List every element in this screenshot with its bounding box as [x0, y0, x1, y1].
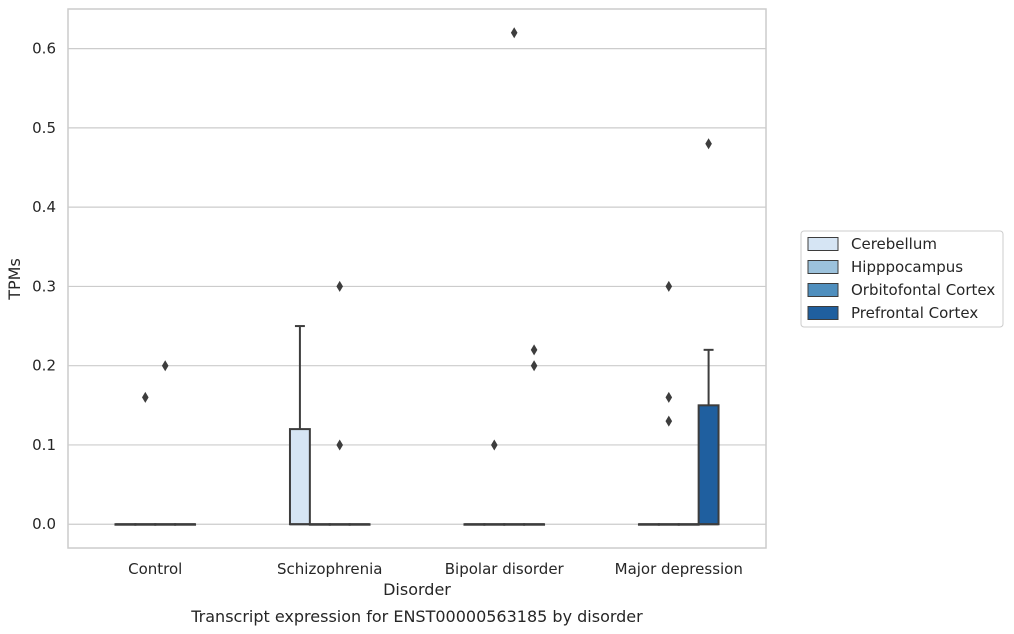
box-plot	[637, 523, 660, 526]
box-plot	[677, 523, 700, 526]
outlier-point	[530, 360, 538, 372]
y-tick-label: 0.1	[32, 436, 56, 454]
x-tick-label: Bipolar disorder	[445, 560, 565, 578]
outlier-point	[530, 344, 538, 356]
box-plot	[174, 523, 197, 526]
box-plot	[154, 360, 177, 526]
legend-swatch	[807, 237, 839, 251]
outlier-point	[491, 439, 498, 451]
legend-label: Hipppocampus	[851, 258, 963, 276]
outlier-point	[161, 360, 169, 372]
box-plot	[657, 280, 680, 526]
box-plot	[288, 325, 311, 526]
box-plot	[503, 27, 526, 526]
outlier-point	[665, 415, 673, 427]
x-axis-title: Disorder	[383, 580, 451, 599]
box	[288, 428, 311, 526]
box-plot	[308, 523, 331, 526]
outlier-point	[665, 391, 673, 403]
y-axis-title: TPMs	[5, 258, 24, 301]
box-plot	[328, 280, 351, 526]
box-layer	[114, 27, 720, 526]
grid-layer	[68, 48, 766, 525]
chart-caption: Transcript expression for ENST0000056318…	[190, 607, 643, 626]
outlier-point	[336, 280, 343, 292]
box-plot	[134, 391, 157, 526]
box-plot	[114, 523, 137, 526]
x-tick-label: Schizophrenia	[277, 560, 382, 578]
x-tick-labels: Control Schizophrenia Bipolar disorder Majo…	[128, 560, 743, 578]
x-tick-label: Major depression	[615, 560, 743, 578]
box-plot	[463, 523, 486, 526]
legend-frame	[800, 230, 1004, 328]
box	[697, 404, 720, 526]
legend-swatch	[807, 283, 839, 297]
box-plot	[523, 344, 546, 526]
y-tick-label: 0.6	[32, 40, 56, 58]
legend-swatch	[807, 306, 839, 320]
y-tick-label: 0.5	[32, 119, 56, 137]
outlier-point	[336, 439, 343, 451]
outlier-point	[665, 280, 673, 292]
y-tick-label: 0.3	[32, 277, 56, 295]
plot-frame	[67, 8, 767, 549]
y-tick-label: 0.2	[32, 357, 56, 375]
legend-swatch	[807, 260, 839, 274]
box-plot	[697, 138, 720, 526]
legend-label: Cerebellum	[851, 235, 937, 253]
y-tick-labels: 0.0 0.1 0.2 0.3 0.4 0.5 0.6	[32, 40, 56, 534]
box-plot	[348, 523, 371, 526]
outlier-point	[142, 391, 149, 403]
y-tick-label: 0.0	[32, 515, 56, 533]
outlier-point	[705, 138, 712, 150]
y-tick-label: 0.4	[32, 198, 56, 216]
x-tick-label: Control	[128, 560, 182, 578]
outlier-point	[510, 27, 518, 39]
legend: Cerebellum Hipppocampus Orbitofontal Corte…	[800, 230, 1004, 328]
legend-label: Prefrontal Cortex	[851, 304, 978, 322]
legend-label: Orbitofontal Cortex	[851, 281, 995, 299]
box-plot	[483, 439, 506, 526]
